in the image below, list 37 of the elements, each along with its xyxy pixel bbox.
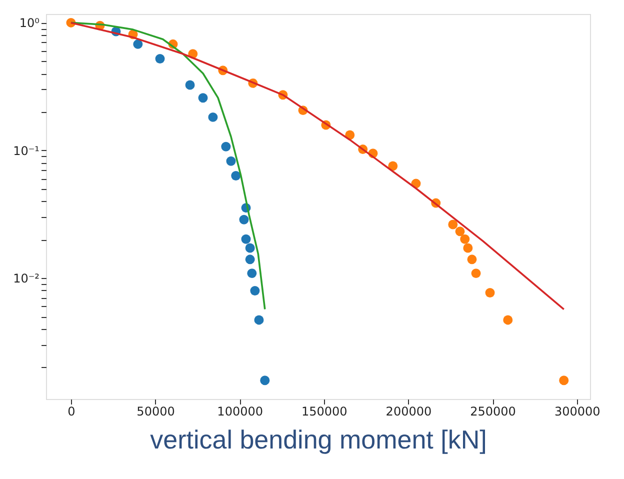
- x-tick-label: 150000: [301, 404, 348, 418]
- x-tick-label: 200000: [386, 404, 432, 418]
- point: [463, 243, 473, 253]
- x-tick-label: 0: [68, 404, 76, 418]
- point: [198, 93, 208, 103]
- point: [460, 234, 470, 244]
- point: [250, 286, 260, 296]
- y-tick-label: 10⁻²: [13, 272, 40, 286]
- x-tick-label: 100000: [217, 404, 263, 418]
- point: [155, 54, 165, 64]
- point: [254, 315, 264, 325]
- x-axis-title: vertical bending moment [kN]: [150, 424, 487, 454]
- point: [231, 171, 241, 180]
- point: [245, 254, 255, 264]
- point: [226, 156, 236, 166]
- y-tick-label: 10⁻¹: [13, 144, 40, 158]
- point: [485, 288, 495, 298]
- point: [241, 234, 251, 244]
- x-tick-label: 50000: [136, 404, 175, 418]
- y-tick-label: 10⁰: [19, 16, 40, 30]
- point: [448, 220, 458, 230]
- point: [471, 268, 481, 278]
- point: [133, 39, 143, 49]
- point: [559, 376, 569, 386]
- point: [221, 142, 231, 152]
- point: [245, 243, 255, 253]
- point: [455, 226, 465, 236]
- point: [260, 376, 270, 386]
- point: [467, 254, 477, 264]
- x-tick-label: 250000: [470, 404, 516, 418]
- point: [503, 315, 513, 325]
- point: [239, 214, 249, 224]
- point: [247, 268, 257, 278]
- point: [388, 161, 398, 171]
- x-tick-label: 300000: [554, 404, 600, 418]
- point: [208, 112, 218, 122]
- point: [185, 80, 195, 90]
